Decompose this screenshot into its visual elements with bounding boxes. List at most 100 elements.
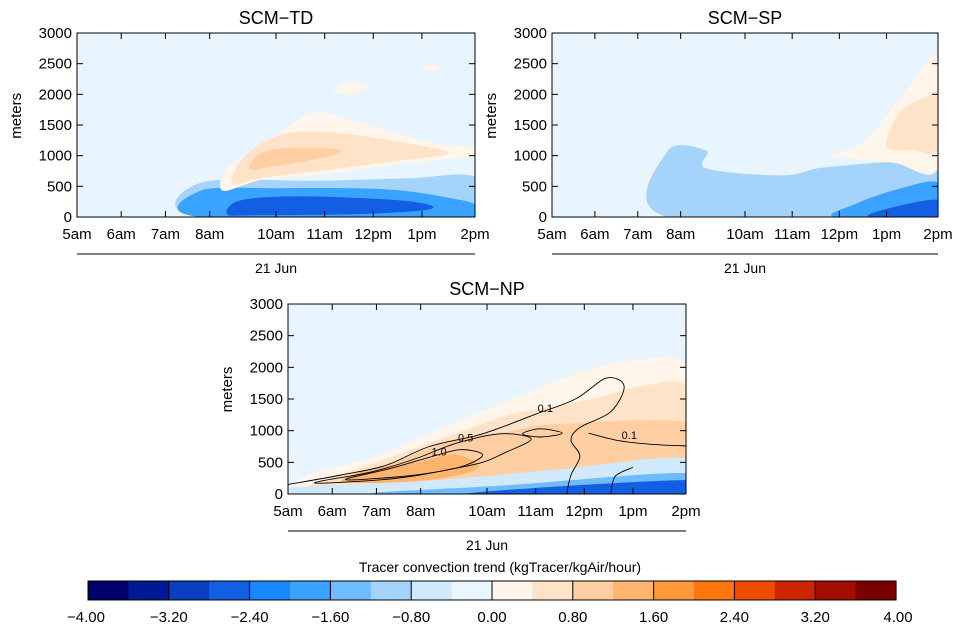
x-tick-label: 5am	[62, 226, 91, 243]
x-tick-label: 10am	[726, 226, 764, 243]
y-tick-label: 1000	[514, 148, 547, 165]
colorbar-swatch	[572, 581, 614, 600]
y-tick-label: 2000	[514, 86, 547, 103]
colorbar-tick-label: 0.00	[477, 609, 506, 626]
x-tick-label: 7am	[362, 503, 391, 520]
filled-contour	[333, 81, 369, 95]
colorbar-tick-label: 1.60	[639, 609, 668, 626]
colorbar-swatch	[88, 581, 129, 600]
x-tick-label: 7am	[623, 226, 652, 243]
y-tick-label: 1500	[514, 117, 547, 134]
x-tick-label: 5am	[273, 503, 302, 520]
x-tick-label: 5am	[537, 226, 566, 243]
y-tick-label: 2000	[39, 86, 72, 103]
x-tick-label: 12pm	[566, 503, 604, 520]
x-tick-label: 10am	[468, 503, 506, 520]
x-tick-label: 1pm	[872, 226, 901, 243]
y-tick-label: 500	[258, 454, 283, 471]
x-tick-label: 11am	[306, 226, 342, 243]
panel-scm-td: 0 500 1000 1500 2000 2500 3000 5am 6am 7am 8am 10am…	[8, 8, 490, 276]
x-axis-label: 21 Jun	[466, 537, 508, 553]
x-tick-label: 12pm	[821, 226, 859, 243]
contour-label: 1.0	[432, 446, 447, 458]
contour-label: 0.1	[622, 430, 637, 442]
filled-contour	[646, 145, 938, 217]
filled-contour	[886, 91, 938, 154]
x-tick-label: 2pm	[460, 226, 489, 243]
x-tick-label: 6am	[318, 503, 347, 520]
y-axis-label: meters	[219, 367, 236, 413]
plot-area	[77, 33, 475, 217]
colorbar-tick-label: 0.80	[558, 609, 587, 626]
x-tick-label: 2pm	[671, 503, 700, 520]
y-tick-label: 0	[539, 209, 547, 226]
y-tick-label: 1000	[39, 148, 72, 165]
contour-line	[588, 432, 686, 447]
y-tick-label: 500	[47, 178, 72, 195]
x-tick-label: 6am	[580, 226, 609, 243]
plot-area: 0.1 0.1 0.5 1.0	[288, 304, 686, 494]
contour-line	[521, 428, 563, 438]
y-tick-label: 3000	[514, 25, 547, 42]
y-tick-label: 1500	[39, 117, 72, 134]
colorbar-swatch	[855, 581, 897, 600]
filled-contour	[340, 454, 479, 484]
colorbar-tick-label: −1.60	[311, 609, 349, 626]
contour-line	[314, 433, 532, 484]
colorbar-swatch	[492, 581, 533, 600]
y-tick-label: 1000	[250, 423, 283, 440]
panel-scm-np: 0.1 0.1 0.5 1.0 0 500 1000 1500 2000 2500 3000 5am 6…	[219, 279, 701, 553]
x-tick-label: 1pm	[618, 503, 647, 520]
panel-title: SCM−TD	[239, 8, 314, 28]
plot-area	[552, 33, 938, 217]
y-tick-label: 500	[522, 178, 547, 195]
x-tick-label: 1pm	[407, 226, 436, 243]
contour-line	[610, 466, 634, 494]
colorbar-swatch	[370, 581, 412, 600]
colorbar-tick-label: −4.00	[67, 609, 105, 626]
filled-contour	[249, 147, 343, 171]
x-tick-label: 6am	[107, 226, 136, 243]
colorbar-tick-label: −3.20	[150, 609, 188, 626]
contour-label: 0.1	[538, 403, 553, 415]
y-tick-label: 2500	[39, 56, 72, 73]
x-tick-label: 8am	[195, 226, 224, 243]
x-axis-label: 21 Jun	[255, 260, 297, 276]
colorbar-swatch	[815, 581, 857, 600]
colorbar-tick-label: 4.00	[883, 609, 912, 626]
x-tick-label: 8am	[666, 226, 695, 243]
colorbar-swatch	[451, 581, 493, 600]
y-tick-label: 2000	[250, 359, 283, 376]
panel-title: SCM−NP	[449, 279, 525, 299]
colorbar-swatch	[249, 581, 291, 600]
colorbar-tick-label: 2.40	[720, 609, 749, 626]
colorbar-swatch	[532, 581, 574, 600]
colorbar-swatch	[653, 581, 695, 600]
colorbar-swatch	[209, 581, 251, 600]
x-tick-label: 11am	[774, 226, 810, 243]
y-tick-label: 0	[275, 486, 283, 503]
colorbar-title: Tracer convection trend (kgTracer/kgAir/…	[359, 559, 641, 575]
colorbar-swatch	[411, 581, 453, 600]
y-tick-label: 2500	[250, 328, 283, 345]
x-tick-label: 12pm	[355, 226, 393, 243]
x-tick-label: 11am	[517, 503, 553, 520]
colorbar-swatch	[330, 581, 372, 600]
y-tick-label: 3000	[39, 25, 72, 42]
filled-contour	[867, 199, 938, 217]
x-tick-label: 8am	[406, 503, 435, 520]
x-tick-label: 10am	[257, 226, 295, 243]
panel-title: SCM−SP	[708, 8, 783, 28]
y-tick-label: 3000	[250, 296, 283, 313]
colorbar-tick-label: 3.20	[801, 609, 830, 626]
x-tick-label: 2pm	[923, 226, 952, 243]
colorbar-tick-label: −2.40	[231, 609, 269, 626]
colorbar-swatch	[774, 581, 816, 600]
filled-contour	[421, 64, 440, 71]
contour-line	[345, 449, 484, 481]
y-axis-label: meters	[483, 93, 500, 139]
colorbar-swatch	[290, 581, 331, 600]
colorbar-swatch	[694, 581, 735, 600]
y-tick-label: 2500	[514, 56, 547, 73]
